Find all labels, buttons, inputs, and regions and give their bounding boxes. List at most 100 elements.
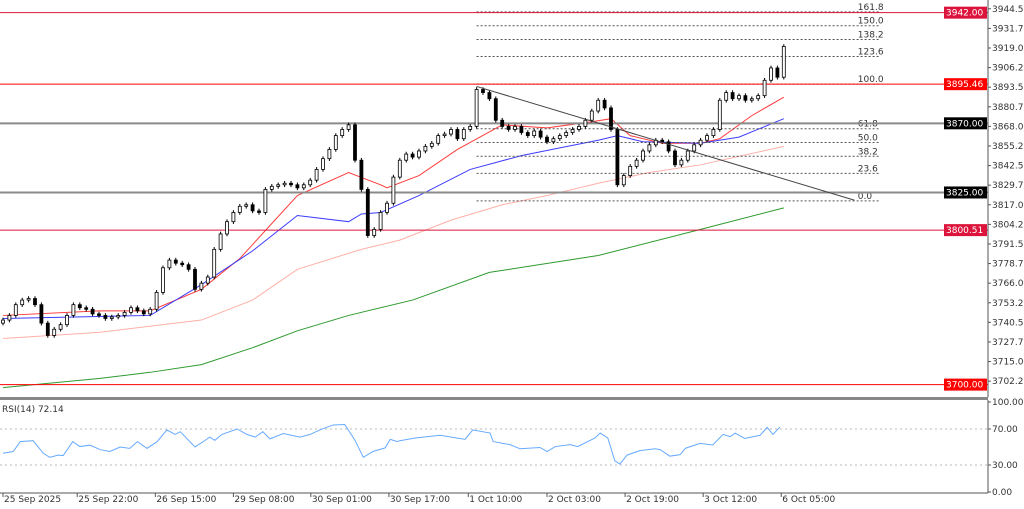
price-tick-label: 3880.75 [992, 103, 1024, 113]
bull-candle [449, 129, 453, 135]
fib-level-label: 61.8 [858, 120, 878, 130]
bull-candle [148, 308, 153, 315]
bear-candle [257, 210, 261, 213]
bear-candle [500, 119, 505, 127]
moving-average-line-3 [2, 207, 784, 389]
trendline-line[interactable] [476, 85, 855, 201]
bull-candle [724, 92, 729, 101]
bull-candle [391, 176, 396, 204]
time-tick-label: 3 Oct 12:00 [704, 495, 757, 505]
bull-candle [404, 153, 409, 161]
bull-candle [513, 125, 517, 130]
bear-candle [673, 150, 677, 166]
bear-candle [493, 98, 498, 121]
time-tick-label: 2 Oct 03:00 [548, 495, 601, 505]
time-tick-label: 26 Sep 15:00 [156, 495, 216, 505]
bull-candle [621, 175, 626, 186]
bear-candle [45, 322, 50, 336]
price-tick-label: 3791.50 [992, 240, 1024, 250]
price-tick-label: 3778.75 [992, 260, 1024, 270]
bull-candle [1, 319, 5, 324]
bull-candle [570, 129, 575, 133]
price-tag [944, 378, 987, 391]
time-tick-label: 25 Sep 22:00 [78, 495, 138, 505]
price-tag-label: 3800.51 [946, 226, 983, 236]
bull-candle [71, 304, 76, 316]
time-axis: 25 Sep 2025 25 Sep 22:00 26 Sep 15:00 29 Se… [2, 493, 835, 505]
time-tick-label: 2 Oct 19:00 [626, 495, 679, 505]
price-tags: 3942.00 3895.46 3870.00 3825.00 3800.51 3700.… [944, 6, 987, 391]
price-tick-label: 3931.75 [992, 24, 1024, 34]
trendline[interactable] [476, 85, 855, 201]
price-tick-label: 3702.25 [992, 377, 1024, 387]
bull-candle [711, 129, 716, 137]
bull-candle [7, 315, 12, 321]
price-tick-label: 3855.25 [992, 142, 1024, 152]
bull-candle [237, 205, 242, 213]
bull-candle [698, 139, 703, 146]
bull-candle [308, 179, 313, 186]
bull-candle [314, 169, 319, 181]
bull-candle [749, 98, 754, 101]
bull-candle [634, 159, 639, 167]
bear-candle [90, 308, 95, 315]
bull-candle [577, 125, 581, 130]
bull-candle [263, 189, 268, 213]
time-tick-label: 25 Sep 2025 [4, 495, 61, 505]
bear-candle [660, 139, 665, 143]
bear-candle [359, 159, 364, 190]
bull-candle [762, 79, 767, 97]
bull-candle [781, 46, 786, 78]
bull-candle [13, 304, 18, 316]
price-tick-label: 3919.00 [992, 44, 1024, 54]
bear-candle [487, 92, 492, 100]
panel-separator[interactable] [0, 397, 988, 400]
bull-candle [205, 276, 210, 284]
bull-candle [628, 165, 633, 176]
bull-candle [340, 129, 345, 137]
bear-candle [135, 307, 140, 312]
fib-level-label: 123.6 [858, 48, 884, 58]
bull-candle [129, 307, 133, 313]
bull-candle [218, 233, 223, 250]
bear-candle [77, 304, 82, 309]
bear-candle [33, 298, 37, 306]
bear-candle [141, 310, 146, 315]
bear-candle [666, 141, 671, 152]
price-tag [944, 78, 987, 91]
rsi-panel: 100.00 70.00 30.00 0.00 [0, 398, 1024, 498]
bull-candle [737, 95, 741, 100]
bull-candle [372, 228, 377, 236]
bear-candle [545, 136, 549, 143]
horizontal-lines[interactable] [0, 12, 988, 386]
bear-candle [365, 189, 370, 236]
bear-candle [39, 304, 44, 324]
bull-candle [417, 150, 421, 158]
fib-level-label: 150.0 [858, 17, 884, 27]
bull-candle [692, 144, 697, 152]
rsi-tick-label: 30.00 [992, 461, 1018, 471]
bull-candle [564, 132, 569, 137]
bull-candle [333, 135, 338, 150]
bear-candle [250, 204, 255, 212]
fib-level-label: 138.2 [858, 30, 884, 40]
price-tag-label: 3825.00 [946, 188, 983, 198]
bear-candle [730, 92, 735, 100]
bear-candle [615, 129, 620, 186]
bear-candle [97, 313, 101, 316]
price-tick-label: 3842.50 [992, 162, 1024, 172]
bear-candle [481, 89, 485, 93]
bull-candle [468, 125, 473, 130]
price-tick-label: 3829.75 [992, 181, 1024, 191]
fib-level-label: 161.8 [858, 3, 884, 13]
bull-candle [58, 324, 63, 330]
bull-candle [769, 67, 773, 81]
price-tick-label: 3817.00 [992, 201, 1024, 211]
time-tick-label: 30 Sep 01:00 [312, 495, 372, 505]
bull-candle [321, 158, 325, 170]
price-tag [944, 117, 987, 130]
bull-candle [385, 202, 389, 213]
bear-candle [353, 124, 357, 161]
bear-candle [289, 182, 293, 186]
